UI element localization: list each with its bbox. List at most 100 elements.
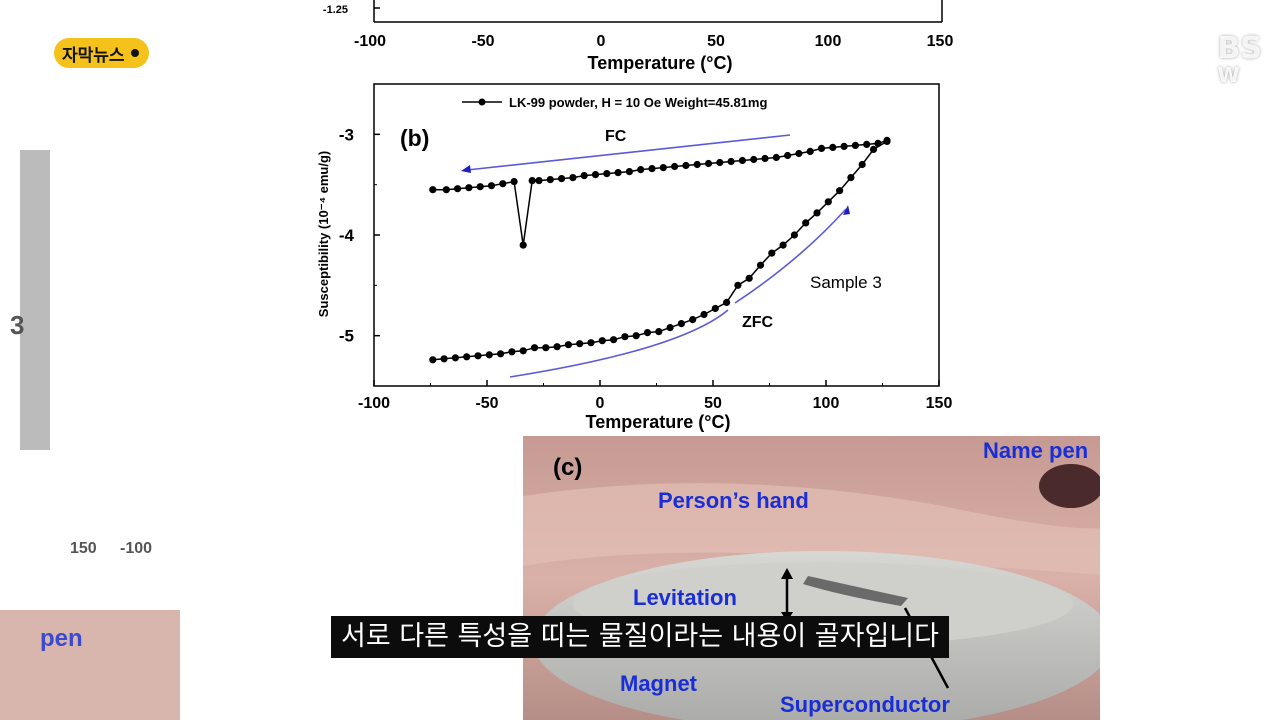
data-point-zfc [621, 333, 629, 341]
data-point-zfc [836, 187, 844, 195]
logo-subtext: W [1217, 63, 1240, 87]
levitation-photo: (c) Name pen Person’s hand Levitation Ma… [523, 436, 1100, 720]
data-point-fc [784, 151, 792, 160]
data-point-zfc [700, 310, 708, 319]
top-xtick-label: 50 [707, 33, 725, 50]
blurred-photo-fragment [0, 610, 180, 720]
data-point-fc [795, 149, 803, 158]
data-point-fc [442, 186, 450, 194]
levitation-arrow-up [781, 568, 793, 579]
top-x-axis-label: Temperature (°C) [588, 53, 733, 73]
data-point-zfc [655, 328, 663, 336]
data-point-zfc [530, 344, 539, 352]
susceptibility-chart: -100 -50 0 50 100 150 -5 -4 -3 Temperature (°C)… [316, 83, 952, 432]
data-point-fc [750, 155, 758, 164]
data-point-zfc [576, 340, 584, 348]
data-point-zfc [632, 332, 640, 340]
subtitle-caption: 서로 다른 특성을 띠는 물질이라는 내용이 골자입니다 [331, 616, 949, 658]
data-point-zfc [485, 351, 493, 359]
data-point-zfc [802, 219, 810, 227]
data-point-zfc [790, 231, 799, 239]
data-point-fc [648, 165, 656, 173]
chart-plot-frame [373, 83, 940, 387]
data-point-zfc [734, 281, 742, 289]
top-xtick-label: 100 [815, 33, 842, 50]
data-point-fc [580, 172, 588, 180]
top-xtick-label: 150 [927, 33, 954, 50]
data-point-zfc [689, 316, 697, 324]
blurred-digit: 3 [10, 310, 25, 340]
data-point-fc [499, 180, 507, 188]
top-xtick-label: 0 [597, 33, 606, 50]
data-point-fc [487, 182, 496, 190]
data-point-zfc [768, 249, 776, 257]
broadcaster-logo: BS W [1217, 34, 1262, 88]
data-point-zfc [508, 348, 516, 356]
x-tick-label: -100 [358, 395, 390, 412]
data-point-zfc [723, 298, 731, 306]
data-point-fc [625, 168, 633, 176]
zfc-direction-arrow-lower [509, 309, 729, 378]
panel-c-label: (c) [553, 454, 583, 481]
data-point-zfc [610, 336, 618, 344]
data-point-fc [528, 177, 536, 185]
data-point-fc [840, 142, 848, 150]
figure-svg: -1.25 -100 -50 0 50 100 150 Temperature … [316, 0, 954, 432]
data-point-zfc [813, 209, 821, 217]
zfc-arrowhead [843, 205, 850, 215]
series-line-fc [432, 139, 888, 246]
legend-text: LK-99 powder, H = 10 Oe Weight=45.81mg [509, 95, 767, 110]
y-axis-label: Susceptibility (10⁻⁴ emu/g) [316, 151, 331, 317]
data-point-zfc [553, 343, 561, 351]
data-point-zfc [587, 339, 595, 347]
data-point-fc [614, 169, 622, 177]
data-point-zfc [858, 160, 866, 169]
data-point-fc [510, 178, 518, 186]
superconductor-sample [803, 576, 908, 606]
data-point-zfc [666, 324, 674, 332]
data-point-zfc [451, 354, 459, 362]
data-point-zfc [497, 350, 505, 358]
data-point-fc [546, 176, 554, 184]
data-point-zfc [440, 355, 448, 363]
y-tick-label: -5 [339, 327, 354, 346]
y-tick-label: -4 [339, 226, 355, 245]
top-xtick-label: -100 [354, 33, 386, 50]
data-point-fc [659, 164, 667, 172]
x-tick-label: 0 [596, 395, 605, 412]
x-tick-label: -50 [475, 395, 498, 412]
data-point-zfc [745, 274, 753, 282]
data-point-zfc [756, 261, 765, 269]
x-tick-label: 50 [704, 395, 722, 412]
data-point-zfc [883, 137, 891, 145]
pen-tip [1039, 464, 1100, 508]
data-point-zfc [824, 198, 832, 206]
badge-label: 자막뉴스 [62, 45, 125, 66]
badge-dot-icon [130, 49, 139, 57]
data-point-fc [569, 174, 577, 182]
data-point-zfc [598, 337, 606, 345]
magnet-label: Magnet [620, 671, 697, 696]
name-pen-label: Name pen [983, 438, 1089, 463]
data-point-fc [682, 161, 690, 170]
data-point-zfc [474, 352, 482, 360]
y-tick-label: -3 [339, 125, 354, 144]
data-point-fc [716, 158, 724, 167]
data-point-fc [671, 162, 679, 171]
data-point-zfc [711, 304, 719, 313]
data-point-fc [429, 186, 437, 194]
superconductor-label: Superconductor [780, 692, 950, 717]
photo-illustration [523, 436, 1100, 720]
annotation-zfc: ZFC [742, 314, 774, 331]
legend-marker [478, 98, 486, 106]
data-series [429, 136, 891, 364]
data-point-fc [863, 140, 871, 148]
top-ytick-label: -1.25 [323, 4, 348, 16]
data-point-fc [519, 241, 527, 249]
series-line-zfc [432, 140, 888, 361]
annotation-fc: FC [605, 128, 627, 145]
x-axis-label: Temperature (°C) [586, 412, 731, 432]
data-point-fc [806, 147, 814, 155]
levitation-label: Levitation [633, 585, 737, 610]
data-point-zfc [779, 241, 787, 249]
